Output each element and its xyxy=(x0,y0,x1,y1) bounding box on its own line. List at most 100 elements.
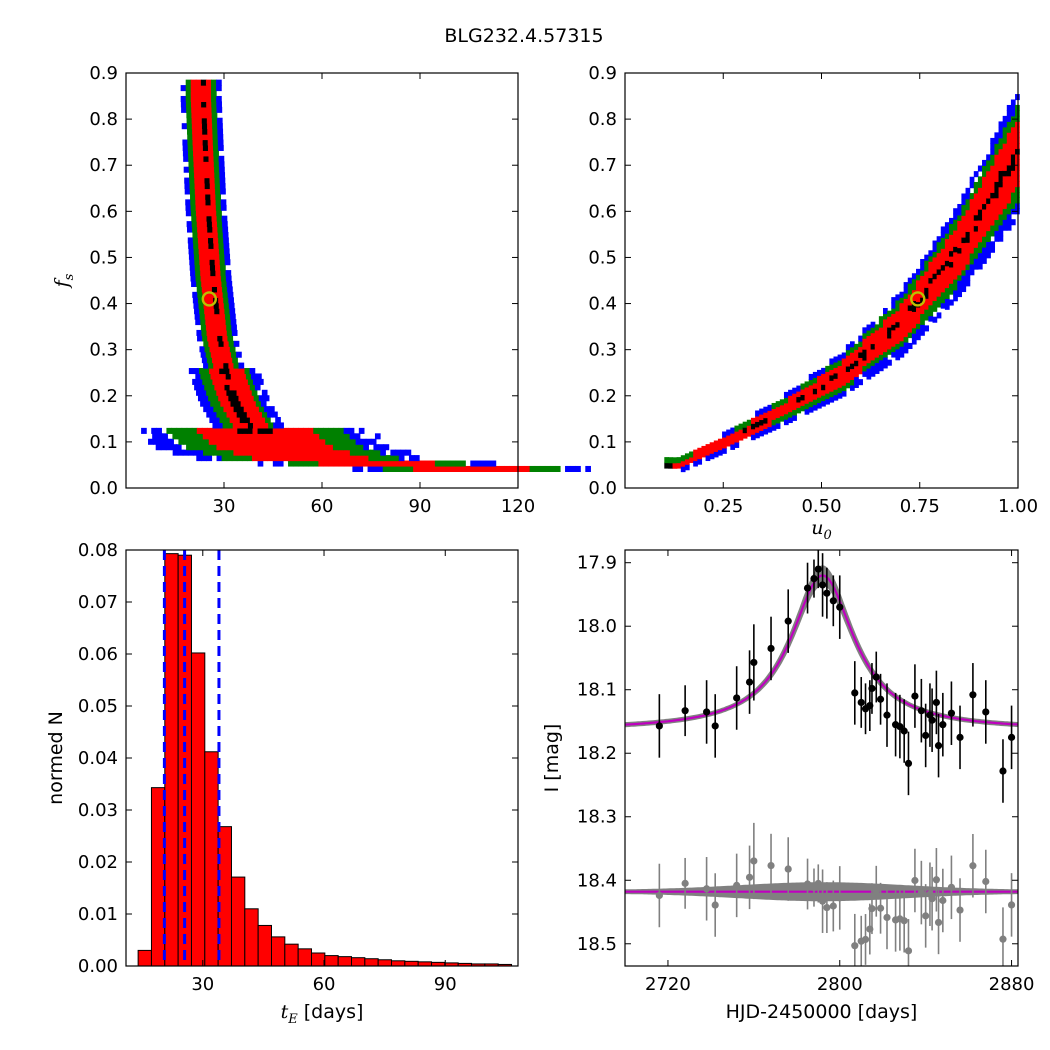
posterior-cell xyxy=(195,204,202,211)
posterior-cell xyxy=(211,117,218,124)
posterior-cell xyxy=(990,208,996,215)
posterior-cell xyxy=(392,465,399,472)
posterior-cell xyxy=(196,117,203,124)
posterior-cell xyxy=(883,356,888,364)
posterior-cell xyxy=(368,455,375,462)
posterior-cell xyxy=(214,384,221,391)
posterior-cell xyxy=(243,406,250,413)
posterior-cell xyxy=(1010,170,1016,177)
posterior-cell xyxy=(899,318,905,325)
posterior-cell xyxy=(903,347,909,354)
x-axis-label-sub: 0 xyxy=(823,528,831,543)
histogram-bar xyxy=(284,943,299,967)
posterior-cell xyxy=(187,150,194,157)
posterior-cell xyxy=(155,444,162,451)
posterior-cell xyxy=(903,282,909,289)
posterior-cell xyxy=(936,290,942,297)
fs-y-tick-label: 0.1 xyxy=(89,432,118,453)
fs-y-tick-label: 0.6 xyxy=(89,201,118,222)
posterior-cell xyxy=(216,117,223,124)
posterior-cell xyxy=(804,403,810,410)
posterior-cell xyxy=(895,337,901,344)
posterior-cell xyxy=(201,280,207,288)
posterior-cell xyxy=(949,288,954,295)
posterior-cell xyxy=(210,400,216,407)
posterior-cell xyxy=(887,337,892,344)
posterior-cell xyxy=(916,317,921,324)
posterior-cell xyxy=(928,315,934,322)
posterior-cell xyxy=(244,416,251,424)
posterior-cell xyxy=(767,415,773,422)
posterior-cell xyxy=(205,270,211,277)
posterior-cell xyxy=(227,335,234,342)
posterior-cell xyxy=(282,444,288,451)
posterior-cell xyxy=(327,455,334,462)
posterior-cell xyxy=(755,426,760,433)
posterior-cell xyxy=(272,411,278,418)
posterior-cell xyxy=(207,134,214,141)
posterior-cell xyxy=(1006,213,1012,220)
posterior-cell xyxy=(1010,121,1016,128)
posterior-cell xyxy=(829,374,835,381)
posterior-cell xyxy=(202,134,209,141)
posterior-cell xyxy=(189,188,196,195)
posterior-cell xyxy=(750,428,756,435)
posterior-cell xyxy=(883,351,888,358)
posterior-cell xyxy=(227,427,233,434)
posterior-cell xyxy=(944,303,950,310)
posterior-cell xyxy=(916,334,921,341)
posterior-cell xyxy=(808,384,814,391)
posterior-cell xyxy=(738,429,744,436)
posterior-cell xyxy=(821,367,826,374)
posterior-cell xyxy=(994,203,1000,210)
posterior-cell xyxy=(148,438,154,445)
posterior-cell xyxy=(936,301,942,308)
posterior-cell xyxy=(916,323,921,330)
posterior-cell xyxy=(197,144,204,151)
posterior-cell xyxy=(895,332,901,339)
posterior-cell xyxy=(961,237,967,244)
posterior-cell xyxy=(953,278,958,285)
posterior-cell xyxy=(236,411,243,418)
data-point xyxy=(982,708,990,716)
posterior-cell xyxy=(676,457,682,464)
posterior-cell xyxy=(257,427,264,434)
model-uncertainty-band xyxy=(625,565,1018,728)
posterior-cell xyxy=(973,214,979,221)
posterior-cell xyxy=(969,236,975,243)
data-point xyxy=(900,727,908,735)
posterior-cell xyxy=(899,302,905,309)
posterior-cell xyxy=(965,187,971,194)
posterior-cell xyxy=(920,259,925,266)
posterior-cell xyxy=(920,318,925,325)
posterior-cell xyxy=(911,278,917,285)
posterior-cell xyxy=(1006,143,1012,150)
posterior-cell xyxy=(343,455,349,462)
posterior-cell xyxy=(231,389,238,396)
posterior-cell xyxy=(944,276,950,283)
posterior-cell xyxy=(344,433,351,440)
posterior-cell xyxy=(212,134,219,141)
posterior-cell xyxy=(197,226,203,233)
posterior-cell xyxy=(262,444,268,451)
posterior-cell xyxy=(998,154,1004,161)
posterior-cell xyxy=(206,427,213,434)
posterior-cell xyxy=(165,444,172,451)
posterior-cell xyxy=(334,433,341,440)
posterior-cell xyxy=(172,433,179,440)
posterior-cell xyxy=(202,231,209,239)
posterior-cell xyxy=(965,264,971,271)
posterior-cell xyxy=(957,214,963,221)
posterior-cell xyxy=(949,217,954,224)
posterior-cell xyxy=(204,188,211,195)
posterior-cell xyxy=(895,305,901,312)
posterior-cell xyxy=(227,422,234,429)
posterior-cell xyxy=(870,348,876,355)
mag-y-tick-label: 17.9 xyxy=(577,553,617,574)
residual-point xyxy=(745,873,754,881)
posterior-cell xyxy=(965,242,971,249)
posterior-cell xyxy=(277,460,284,467)
posterior-cell xyxy=(982,230,987,237)
posterior-cell xyxy=(328,460,335,467)
posterior-cell xyxy=(332,455,339,462)
